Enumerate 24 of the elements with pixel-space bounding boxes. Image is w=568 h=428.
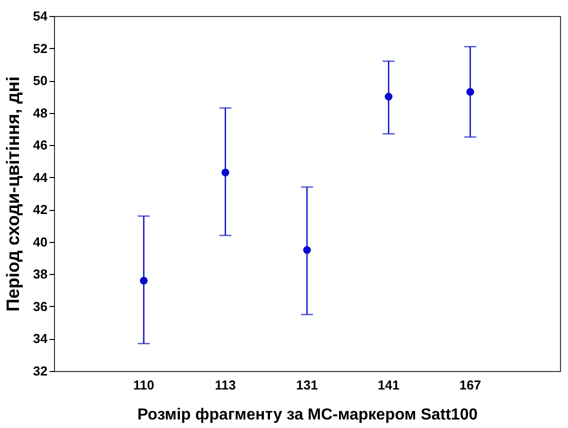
x-tick-label: 113 xyxy=(214,378,236,392)
x-tick-label: 167 xyxy=(459,378,482,392)
point xyxy=(384,92,392,101)
point xyxy=(222,168,230,176)
y-tick-label: 32 xyxy=(33,364,48,378)
y-tick-label: 42 xyxy=(33,202,48,218)
x-tick-label: 141 xyxy=(378,378,400,392)
point xyxy=(140,276,148,284)
y-tick-label: 46 xyxy=(33,138,48,153)
y-tick-label: 40 xyxy=(33,234,48,250)
y-tick-label: 52 xyxy=(33,40,48,56)
x-tick-label: 110 xyxy=(133,378,154,392)
y-tick-label: 50 xyxy=(33,73,48,88)
y-tick-label: 38 xyxy=(33,266,48,282)
y-tick-label: 34 xyxy=(33,331,48,346)
x-axis-title: Розмір фрагменту за МС-маркером Satt100 xyxy=(137,406,478,424)
y-tick-label: 54 xyxy=(33,8,48,24)
y-tick-label: 44 xyxy=(33,170,48,185)
x-tick-label: 131 xyxy=(296,378,318,392)
point xyxy=(466,88,474,96)
y-axis-title: Період сходи-цвітіння, дні xyxy=(3,76,24,312)
y-tick-label: 36 xyxy=(33,298,48,314)
y-tick-label: 48 xyxy=(33,105,48,120)
point xyxy=(303,246,311,254)
